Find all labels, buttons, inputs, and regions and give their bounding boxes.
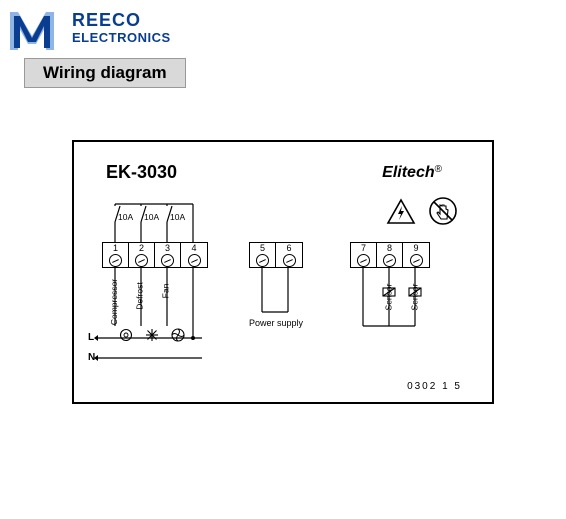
do-not-touch-icon — [428, 196, 458, 226]
logo-text: REECO — [72, 10, 141, 31]
terminal-6: 6 — [276, 243, 302, 267]
label-sensor-1: Sensor — [383, 284, 393, 311]
terminal-group-3: 7 8 9 — [350, 242, 430, 268]
brand-text: Elitech — [382, 164, 434, 181]
terminal-5: 5 — [250, 243, 276, 267]
amp-label-2: 10A — [144, 212, 159, 222]
ln-rails — [82, 332, 242, 372]
terminal-3: 3 — [155, 243, 181, 267]
group3-wires — [350, 266, 440, 336]
page-title: Wiring diagram — [24, 58, 186, 88]
serial-number: 0302 1 5 — [407, 381, 462, 392]
terminal-1: 1 — [103, 243, 129, 267]
terminal-group-1: 1 2 3 4 — [102, 242, 208, 268]
group2-wires — [249, 266, 309, 326]
power-supply-label: Power supply — [249, 318, 303, 328]
terminal-group-2: 5 6 — [249, 242, 303, 268]
registered-mark: ® — [435, 164, 442, 175]
logo-mark — [8, 8, 70, 52]
label-sensor-2: Sensor — [409, 284, 419, 311]
brand-label: Elitech® — [382, 164, 442, 182]
terminal-8: 8 — [377, 243, 403, 267]
logo-area: REECO ELECTRONICS — [8, 8, 70, 57]
warning-icons — [378, 196, 458, 231]
model-label: EK-3030 — [106, 162, 177, 183]
terminal-2: 2 — [129, 243, 155, 267]
amp-label-3: 10A — [170, 212, 185, 222]
logo-subtext: ELECTRONICS — [72, 30, 171, 45]
high-voltage-icon — [386, 198, 416, 226]
amp-label-1: 10A — [118, 212, 133, 222]
terminal-4: 4 — [181, 243, 207, 267]
terminal-9: 9 — [403, 243, 429, 267]
terminal-7: 7 — [351, 243, 377, 267]
wiring-diagram-box: EK-3030 Elitech® 10A 10A 10A — [72, 140, 494, 404]
